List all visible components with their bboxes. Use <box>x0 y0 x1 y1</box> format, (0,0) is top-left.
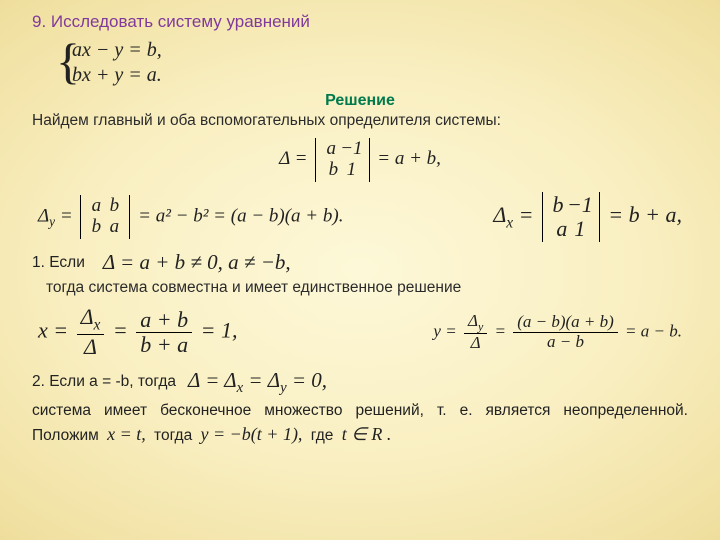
t-in-r: t ∈ R . <box>338 424 396 444</box>
brace-icon: { <box>56 36 80 86</box>
x-frac2: a + b b + a <box>136 308 192 357</box>
problem-text: . Исследовать систему уравнений <box>41 12 309 31</box>
case2-label: 2. Если a = -b, тогда <box>32 373 176 391</box>
main-det-lhs: Δ = <box>279 148 307 169</box>
det-y: Δy = ab ba = a² − b² = (a − b)(a + b). <box>38 195 343 239</box>
x-eq-t: x = t, <box>103 424 150 444</box>
case1-condition: 1. Если Δ = a + b ≠ 0, a ≠ −b, <box>32 250 688 275</box>
x-frac1: Δx Δ <box>77 305 105 360</box>
intro-text: Найдем главный и оба вспомогательных опр… <box>32 112 688 130</box>
main-determinant: Δ = a−1 b1 = a + b, <box>32 138 688 182</box>
det-y-matrix: ab ba <box>80 195 130 239</box>
problem-title: 9. Исследовать систему уравнений <box>32 12 688 32</box>
det-x-matrix: b−1 a1 <box>542 192 600 242</box>
y-frac1: Δy Δ <box>464 312 487 353</box>
main-det-matrix: a−1 b1 <box>315 138 369 182</box>
case1-cond: Δ = a + b ≠ 0, a ≠ −b, <box>103 250 291 275</box>
aux-determinants-row: Δy = ab ba = a² − b² = (a − b)(a + b). Δ… <box>32 192 688 242</box>
slide: 9. Исследовать систему уравнений { ax − … <box>0 0 720 457</box>
det-x: Δx = b−1 a1 = b + a, <box>493 192 682 242</box>
main-det-rhs: = a + b, <box>377 148 441 169</box>
equation-system: { ax − y = b, bx + y = a. <box>72 38 688 88</box>
main-det-expr: Δ = a−1 b1 = a + b, <box>279 148 441 169</box>
case1-label: 1. Если <box>32 254 85 272</box>
y-eq-expr: y = −b(t + 1), <box>197 424 307 444</box>
xy-solutions: x = Δx Δ = a + b b + a = 1, y = Δy Δ = (… <box>32 305 688 360</box>
case1-then: тогда система совместна и имеет единстве… <box>46 279 688 297</box>
y-solution: y = Δy Δ = (a − b)(a + b) a − b = a − b. <box>433 312 682 353</box>
x-solution: x = Δx Δ = a + b b + a = 1, <box>38 305 237 360</box>
case2-cond: Δ = Δx = Δy = 0, <box>188 368 327 397</box>
case2-row: 2. Если a = -b, тогда Δ = Δx = Δy = 0, <box>32 368 688 397</box>
equation-2: bx + y = a. <box>72 63 688 88</box>
y-frac2: (a − b)(a + b) a − b <box>513 313 618 351</box>
solution-heading: Решение <box>32 92 688 110</box>
equation-1: ax − y = b, <box>72 38 688 63</box>
final-paragraph: система имеет бесконечное множество реше… <box>32 401 688 447</box>
